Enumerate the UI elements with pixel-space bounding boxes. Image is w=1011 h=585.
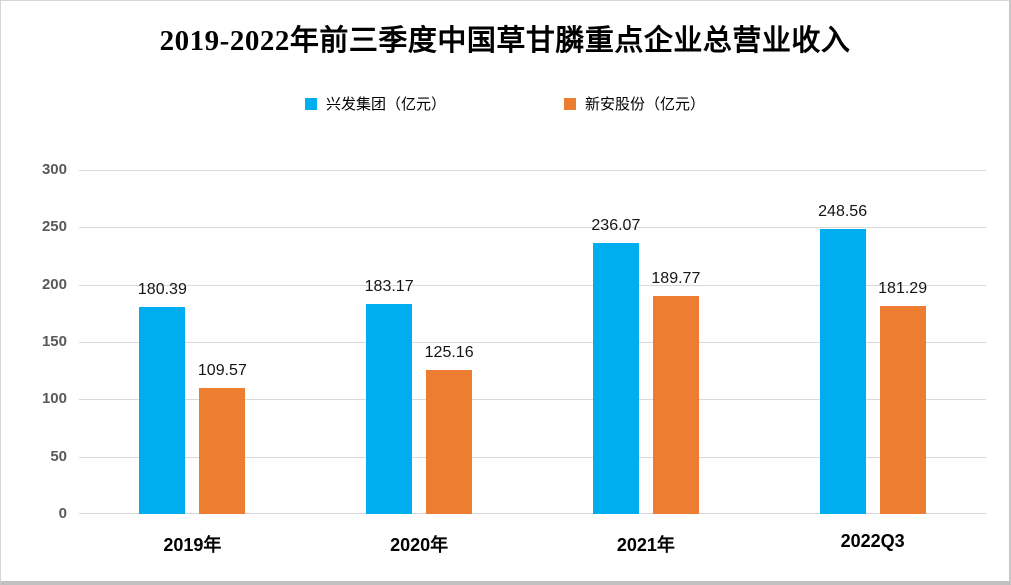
bar-label-2022Q3-series2: 181.29 xyxy=(878,280,928,298)
bar-2021年-series2 xyxy=(652,296,699,514)
gridline-y300 xyxy=(79,170,986,171)
ytick-label-0: 0 xyxy=(58,505,67,522)
series2-swatch-icon xyxy=(564,97,576,110)
bar-2022Q3-series2 xyxy=(879,306,926,514)
bar-label-2019年-series2: 109.57 xyxy=(197,362,247,380)
ytick-label-100: 100 xyxy=(41,390,67,408)
bar-label-2020年-series1: 183.17 xyxy=(364,277,414,295)
legend-label-series2: 新安股份（亿元） xyxy=(585,96,706,113)
xtick-label-2022Q3: 2022Q3 xyxy=(840,531,905,551)
bar-label-2019年-series1: 180.39 xyxy=(137,281,187,299)
ytick-label-250: 250 xyxy=(41,218,67,236)
gridline-y100 xyxy=(79,399,986,401)
gridline-y250 xyxy=(79,227,986,229)
series1-swatch-icon xyxy=(304,97,317,110)
legend-item-series1: 兴发集团（亿元） xyxy=(304,93,446,114)
ytick-label-150: 150 xyxy=(41,333,67,350)
ytick-label-50: 50 xyxy=(50,447,67,465)
gridline-y50 xyxy=(79,456,986,458)
ytick-label-200: 200 xyxy=(41,275,67,293)
xtick-label-2020年: 2020年 xyxy=(390,535,449,555)
bar-2021年-series1 xyxy=(592,243,639,514)
bar-label-2021年-series2: 189.77 xyxy=(651,270,701,288)
plot-area: 0 50 100 150 200 250 300 180.39 109.57 2019年 183.1… xyxy=(42,161,986,555)
legend-item-series2: 新安股份（亿元） xyxy=(564,93,705,114)
gridline-y150 xyxy=(79,342,986,343)
chart-title: 2019-2022年前三季度中国草甘膦重点企业总营业收入 xyxy=(159,25,851,57)
bar-2022Q3-series1 xyxy=(819,229,866,514)
legend: 兴发集团（亿元） 新安股份（亿元） xyxy=(1,93,1009,114)
bar-2020年-series1 xyxy=(366,303,413,514)
bar-2019年-series1 xyxy=(139,307,186,514)
gridline-y0 xyxy=(79,513,986,514)
bar-2019年-series2 xyxy=(199,388,246,514)
ytick-label-300: 300 xyxy=(41,161,67,178)
xtick-label-2021年: 2021年 xyxy=(616,535,675,555)
gridline-y200 xyxy=(79,284,986,286)
bar-label-2022Q3-series1: 248.56 xyxy=(818,203,868,220)
xtick-label-2019年: 2019年 xyxy=(163,535,222,555)
bar-label-2020年-series2: 125.16 xyxy=(424,344,474,362)
legend-label-series1: 兴发集团（亿元） xyxy=(325,96,446,113)
bar-label-2021年-series1: 236.07 xyxy=(591,217,641,235)
bar-2020年-series2 xyxy=(426,370,473,514)
